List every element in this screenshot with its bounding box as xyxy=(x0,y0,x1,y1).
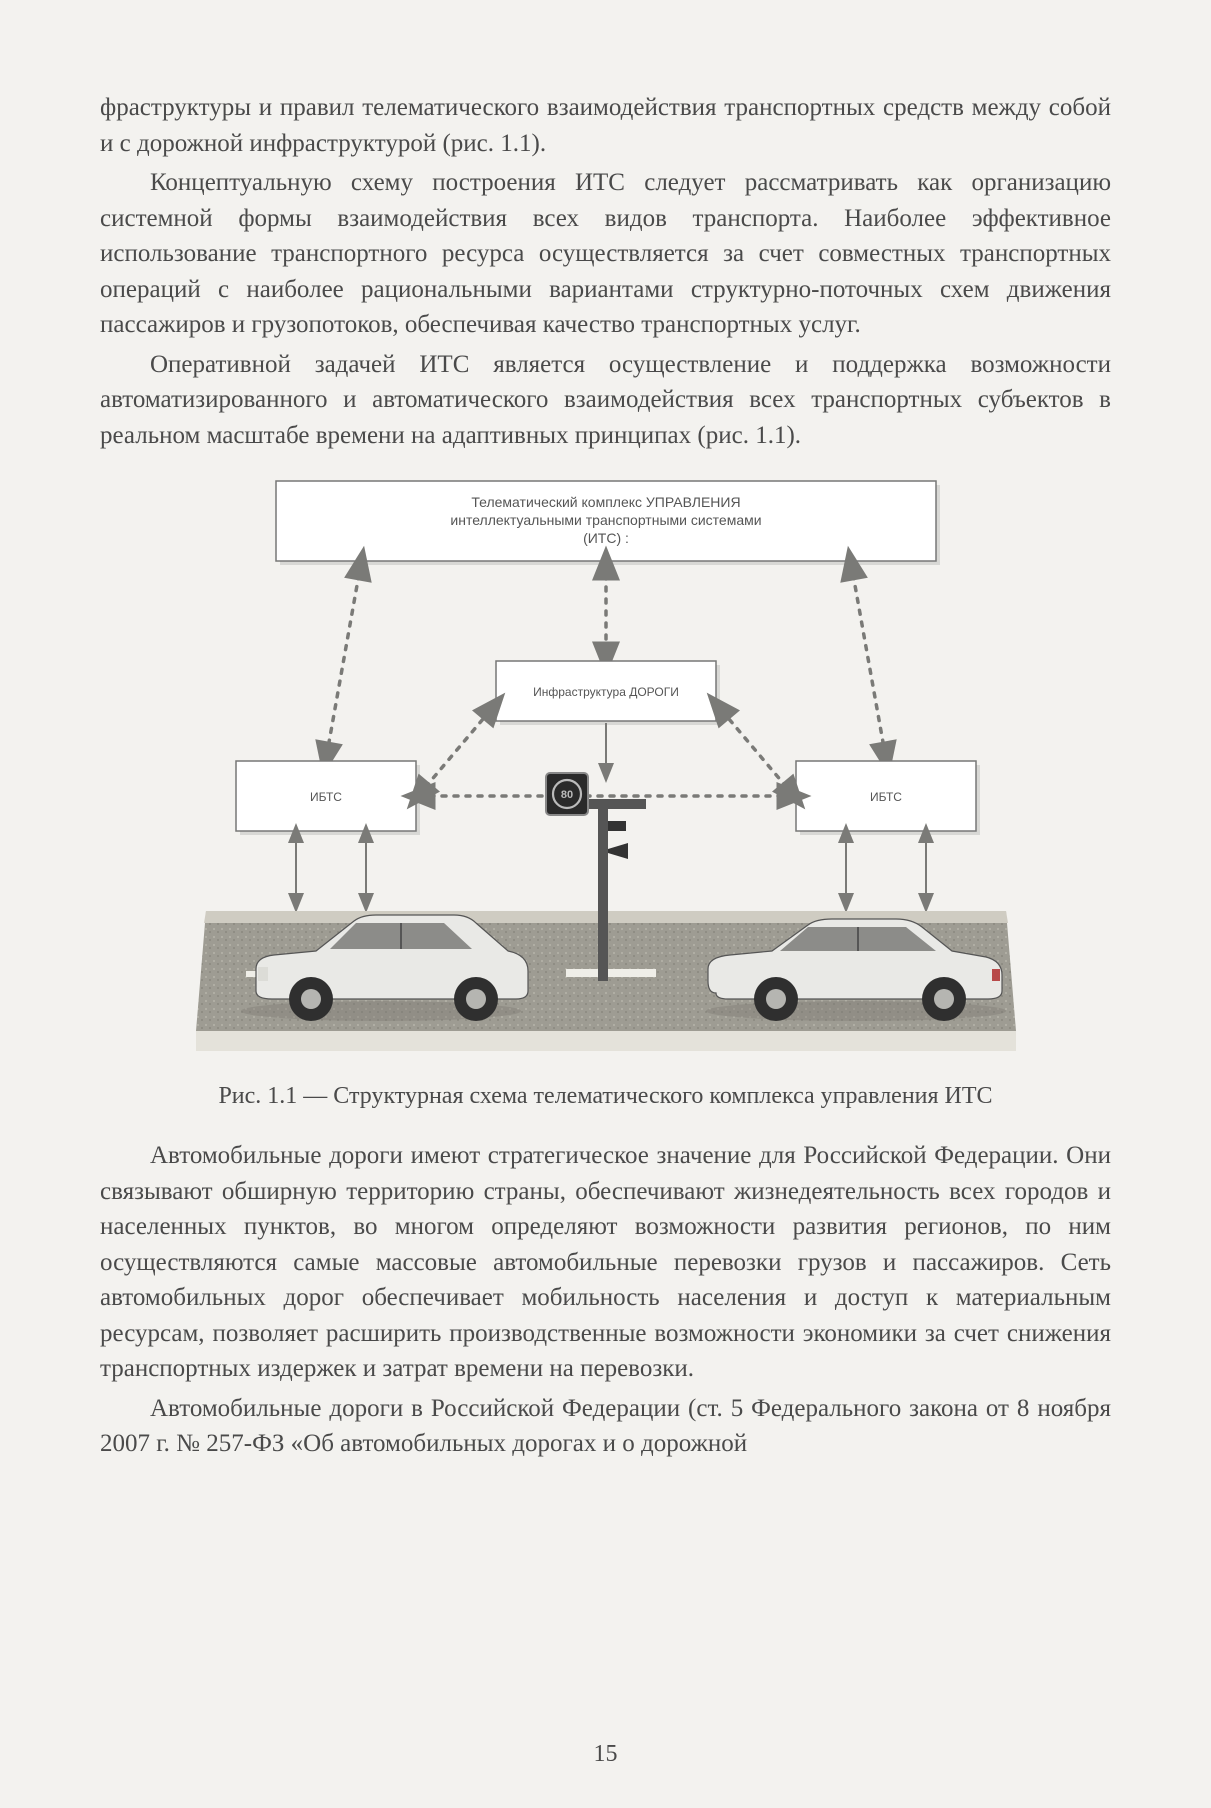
paragraph-3: Оперативной задачей ИТС является осущест… xyxy=(100,347,1111,454)
diagram-top-box: Телематический комплекс УПРАВЛЕНИЯ интел… xyxy=(276,481,940,565)
figure-1-1: Телематический комплекс УПРАВЛЕНИЯ интел… xyxy=(196,471,1016,1061)
top-box-line1: Телематический комплекс УПРАВЛЕНИЯ xyxy=(471,494,740,510)
diagram-left-box: ИБТС xyxy=(236,761,420,835)
paragraph-2: Концептуальную схему построения ИТС след… xyxy=(100,165,1111,343)
connector-top-right xyxy=(851,563,886,759)
paragraph-4: Автомобильные дороги имеют стратегическо… xyxy=(100,1138,1111,1387)
connector-top-left xyxy=(326,563,361,759)
diagram-mid-box: Инфраструктура ДОРОГИ xyxy=(496,661,720,725)
paragraph-5: Автомобильные дороги в Российской Федера… xyxy=(100,1391,1111,1462)
top-box-line2: интеллектуальными транспортными системам… xyxy=(450,512,761,528)
speed-sign-value: 80 xyxy=(560,789,572,801)
page: фраструктуры и правил телематического вз… xyxy=(0,0,1211,1808)
diagram-right-box: ИБТС xyxy=(796,761,980,835)
figure-caption: Рис. 1.1 — Структурная схема телематичес… xyxy=(100,1083,1111,1110)
connector-left-mid xyxy=(418,706,494,796)
figure-svg: Телематический комплекс УПРАВЛЕНИЯ интел… xyxy=(196,471,1016,1061)
text-block-top: фраструктуры и правил телематического вз… xyxy=(100,90,1111,453)
top-box-line3: (ИТС) : xyxy=(583,530,629,546)
connector-right-mid xyxy=(718,706,794,796)
paragraph-1: фраструктуры и правил телематического вз… xyxy=(100,90,1111,161)
page-number: 15 xyxy=(0,1741,1211,1768)
mid-box-label: Инфраструктура ДОРОГИ xyxy=(533,685,679,699)
left-box-label: ИБТС xyxy=(310,790,342,804)
right-box-label: ИБТС xyxy=(870,790,902,804)
text-block-bottom: Автомобильные дороги имеют стратегическо… xyxy=(100,1138,1111,1462)
